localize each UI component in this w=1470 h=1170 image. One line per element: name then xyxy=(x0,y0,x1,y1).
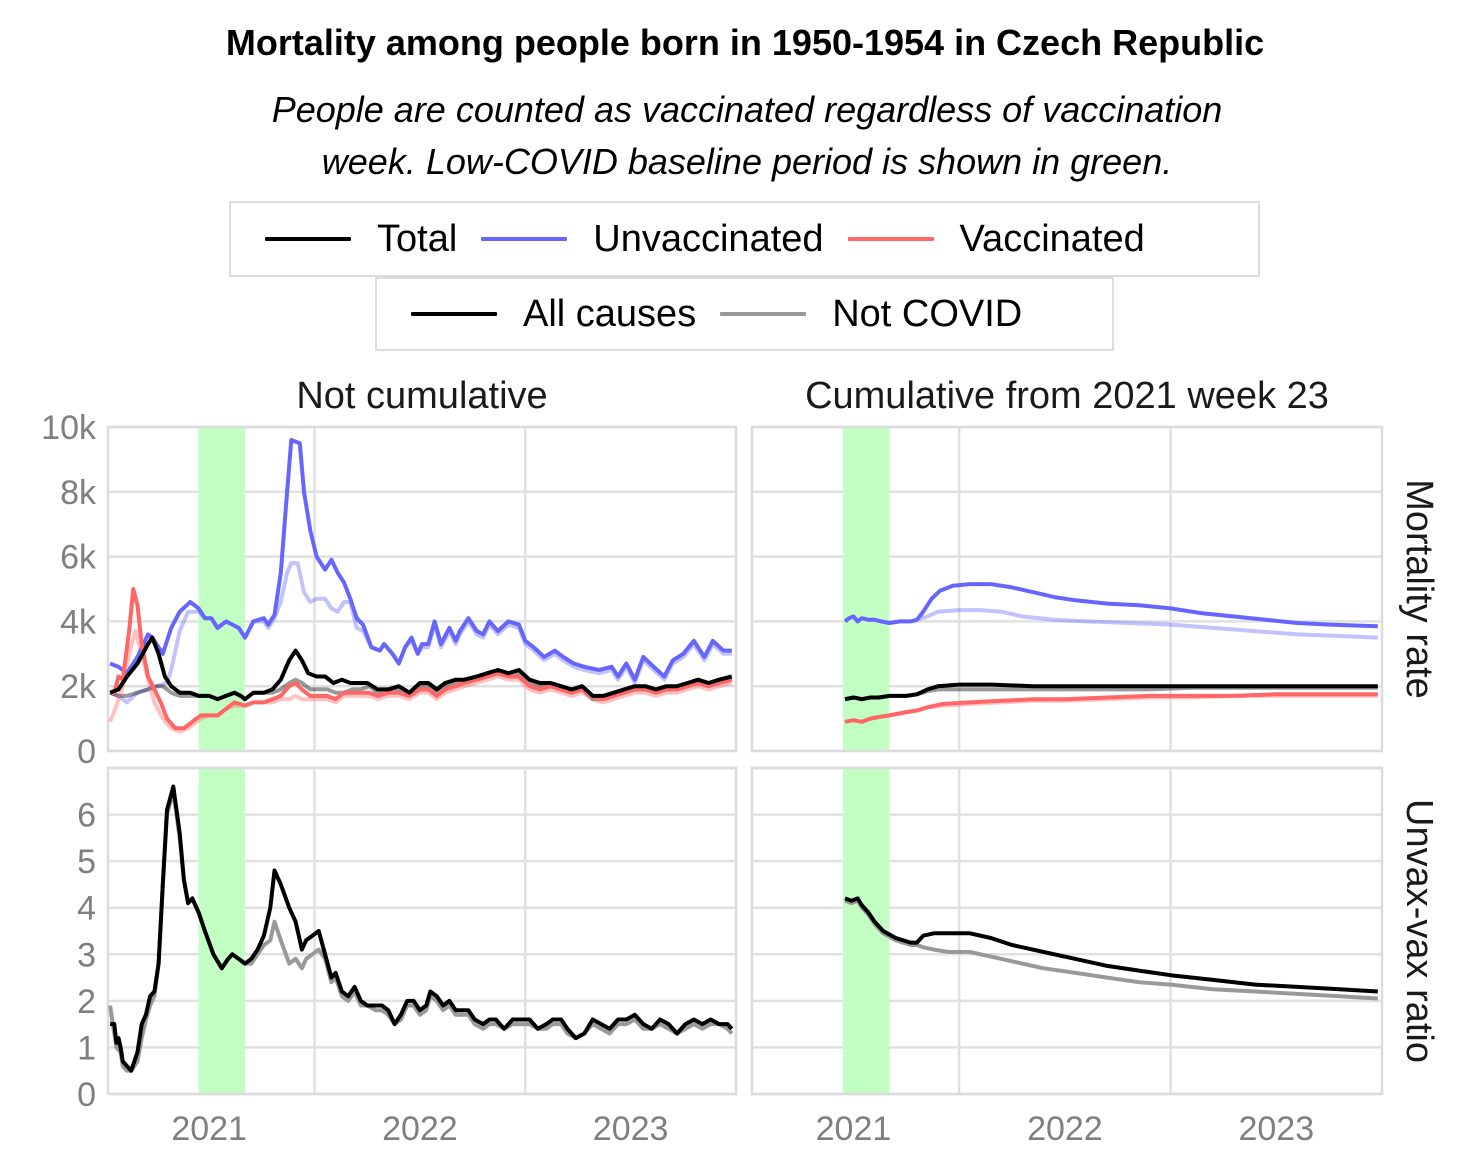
panel-border xyxy=(750,425,1384,753)
legend-item-vaccinated: Vaccinated xyxy=(847,217,1145,261)
y-tick-label: 5 xyxy=(77,843,96,881)
x-tick-label: 2023 xyxy=(593,1110,669,1148)
x-tick-label: 2023 xyxy=(1238,1110,1314,1148)
series-unvaccinated-all-causes xyxy=(843,582,1378,629)
subtitle-line-1: People are counted as vaccinated regardl… xyxy=(271,89,1223,130)
legend-swatch-total xyxy=(265,237,351,241)
legend-swatch-unvaccinated xyxy=(481,237,568,241)
legend-cause: All causes Not COVID xyxy=(375,277,1114,351)
legend-label-vaccinated: Vaccinated xyxy=(959,217,1145,260)
baseline-band xyxy=(842,427,890,751)
facet-label-unvax-vax-ratio: Unvax-vax ratio xyxy=(1398,799,1440,1063)
y-tick-label: 4k xyxy=(60,603,97,641)
series-ratio-not-covid xyxy=(844,898,1378,1001)
chart-subtitle: People are counted as vaccinated regardl… xyxy=(0,84,1470,188)
panel-border xyxy=(750,766,1384,1096)
y-tick-label: 0 xyxy=(77,733,96,771)
y-tick-label: 6 xyxy=(77,797,96,835)
subtitle-line-2: week. Low-COVID baseline period is shown… xyxy=(321,141,1173,182)
series-total-all-causes xyxy=(109,635,733,702)
series-unvaccinated-all-causes xyxy=(109,438,732,682)
legend-item-unvaccinated: Unvaccinated xyxy=(481,217,824,261)
y-tick-label: 3 xyxy=(77,936,96,974)
legend-label-unvaccinated: Unvaccinated xyxy=(593,217,824,260)
facet-label-cumulative: Cumulative from 2021 week 23 xyxy=(805,375,1329,417)
legend-swatch-all-causes xyxy=(411,312,497,316)
y-tick-label: 2 xyxy=(77,983,96,1021)
series-vaccinated-not-covid xyxy=(108,629,733,734)
legend-item-all-causes: All causes xyxy=(411,293,696,336)
legend-item-total: Total xyxy=(265,218,457,261)
legend-group: Total Unvaccinated Vaccinated xyxy=(229,201,1260,277)
y-tick-label: 1 xyxy=(77,1029,96,1067)
x-tick-label: 2022 xyxy=(1027,1110,1103,1148)
series-vaccinated-all-causes xyxy=(844,692,1378,724)
y-tick-label: 10k xyxy=(41,409,97,447)
legend-swatch-vaccinated xyxy=(847,237,934,241)
legend-item-not-covid: Not COVID xyxy=(720,293,1022,336)
y-tick-label: 2k xyxy=(60,668,97,706)
legend-label-not-covid: Not COVID xyxy=(832,292,1023,335)
y-tick-label: 0 xyxy=(77,1076,96,1114)
panel-border xyxy=(106,425,738,753)
x-tick-label: 2021 xyxy=(171,1110,247,1148)
x-tick-label: 2021 xyxy=(816,1110,892,1148)
panel-border xyxy=(106,766,738,1096)
chart-title: Mortality among people born in 1950-1954… xyxy=(225,22,1265,63)
legend-swatch-not-covid xyxy=(720,312,807,316)
series-ratio-all-causes xyxy=(110,784,734,1073)
series-ratio-all-causes xyxy=(844,896,1378,994)
y-tick-label: 6k xyxy=(60,539,97,577)
facet-label-mortality-rate: Mortality rate xyxy=(1398,479,1440,699)
y-tick-label: 8k xyxy=(60,474,97,512)
legend-label-all-causes: All causes xyxy=(523,292,697,335)
facet-label-not-cumulative: Not cumulative xyxy=(296,375,547,417)
x-tick-label: 2022 xyxy=(382,1110,458,1148)
series-vaccinated-all-causes xyxy=(110,587,733,731)
legend-label-total: Total xyxy=(377,217,458,260)
series-total-all-causes xyxy=(844,682,1378,702)
y-tick-label: 4 xyxy=(77,890,96,928)
